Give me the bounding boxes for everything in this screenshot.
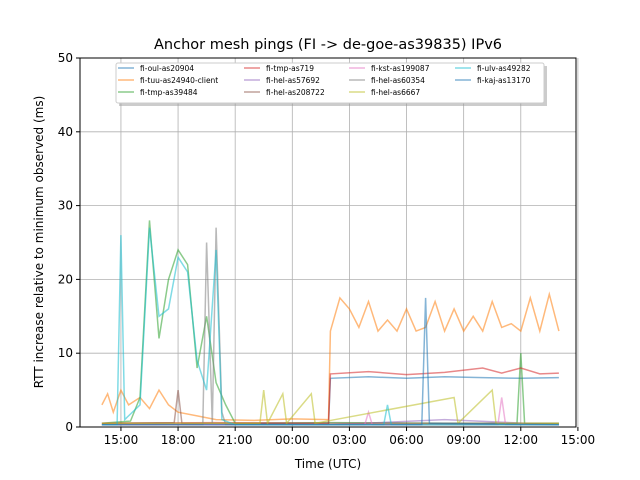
x-tick-label: 09:00 — [446, 433, 481, 447]
legend-label: fi-tuu-as24940-client — [140, 76, 218, 85]
y-tick-label: 40 — [58, 125, 73, 139]
series-line-fi-tuu-as24940-client — [101, 291, 560, 422]
x-tick-label: 00:00 — [275, 433, 310, 447]
legend-label: fi-hel-as208722 — [266, 88, 325, 97]
y-tick-label: 50 — [58, 51, 73, 65]
x-axis-label: Time (UTC) — [294, 457, 361, 471]
chart-title: Anchor mesh pings (FI -> de-goe-as39835)… — [154, 37, 502, 53]
x-tick-label: 21:00 — [218, 433, 253, 447]
y-axis-label: RTT increase relative to minimum observe… — [32, 96, 46, 389]
y-tick-label: 10 — [58, 346, 73, 360]
legend-label: fi-kaj-as13170 — [477, 76, 531, 85]
legend-label: fi-tmp-as39484 — [140, 88, 198, 97]
legend-label: fi-hel-as60354 — [371, 76, 425, 85]
legend: fi-oul-as20904 fi-tuu-as24940-client fi-tm… — [115, 62, 547, 106]
x-tick-label: 18:00 — [161, 433, 196, 447]
legend-box — [115, 62, 545, 104]
series-line-fi-hel-as6667 — [101, 388, 559, 426]
x-tick-label: 15:00 — [561, 433, 596, 447]
legend-label: fi-oul-as20904 — [140, 64, 194, 73]
legend-label: fi-hel-as57692 — [266, 76, 320, 85]
y-tick-label: 20 — [58, 272, 73, 286]
x-tick-label: 12:00 — [503, 433, 538, 447]
series-line-fi-kaj-as13170 — [101, 297, 559, 426]
x-tick-label: 03:00 — [332, 433, 367, 447]
y-tick-label: 0 — [65, 420, 73, 434]
x-tick-label: 15:00 — [104, 433, 139, 447]
plot-frame — [79, 57, 577, 428]
y-tick-label: 30 — [58, 199, 73, 213]
x-tick-label: 06:00 — [389, 433, 424, 447]
legend-label: fi-ulv-as49282 — [477, 64, 531, 73]
legend-label: fi-tmp-as719 — [266, 64, 314, 73]
legend-label: fi-kst-as199087 — [371, 64, 430, 73]
legend-label: fi-hel-as6667 — [371, 88, 420, 97]
